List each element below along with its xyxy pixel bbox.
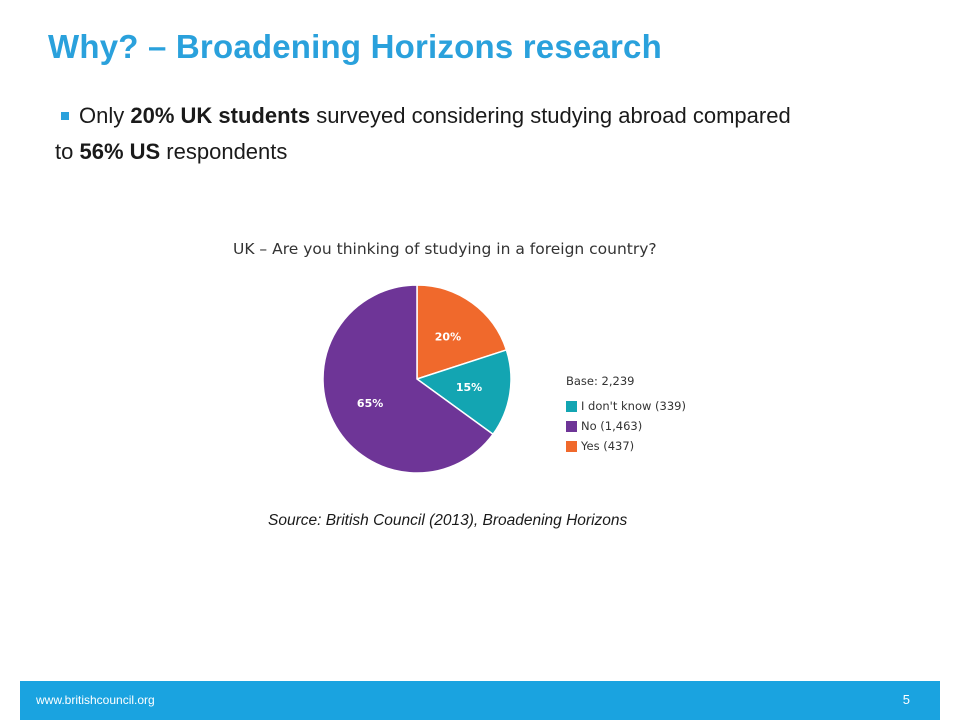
footer-bar: www.britishcouncil.org 5 [20, 681, 940, 720]
slice-value-label: 15% [456, 381, 482, 394]
legend-base: Base: 2,239 [566, 374, 635, 388]
pie-slice-2 [322, 284, 495, 474]
slice-value-label: 65% [357, 397, 383, 410]
bullet-bold-us: 56% US [79, 139, 161, 164]
pie-slice-1 [415, 349, 512, 436]
pie-chart: UK – Are you thinking of studying in a f… [225, 232, 686, 482]
legend-label: I don't know (339) [581, 399, 686, 413]
pie-chart-svg: 20% 15% 65% [322, 284, 512, 474]
pie-slice-0 [416, 284, 508, 381]
legend-swatch [566, 400, 577, 412]
legend-items: I don't know (339) No (1,463) Yes (437) [566, 396, 686, 456]
legend-swatch [566, 440, 577, 452]
footer-url[interactable]: www.britishcouncil.org [36, 693, 155, 707]
bullet-bold-uk: 20% UK students [130, 103, 311, 128]
slide-title: Why? – Broadening Horizons research [48, 28, 662, 65]
legend-item: I don't know (339) [566, 396, 686, 416]
legend-label: Yes (437) [581, 439, 635, 453]
chart-title: UK – Are you thinking of studying in a f… [233, 240, 657, 258]
legend-item: No (1,463) [566, 416, 686, 436]
source-citation: Source: British Council (2013), Broadeni… [268, 512, 628, 529]
legend-label: No (1,463) [581, 419, 643, 433]
bullet-text-3: respondents [160, 139, 288, 164]
bullet-text-2: surveyed considering studying abroad com… [55, 103, 791, 164]
legend-swatch [566, 420, 577, 432]
bullet-point: Only 20% UK students surveyed considerin… [55, 98, 815, 170]
slice-value-label: 20% [435, 330, 461, 343]
square-bullet-icon [61, 111, 69, 120]
bullet-text-1: Only [79, 103, 131, 128]
page-number: 5 [902, 692, 910, 707]
legend-item: Yes (437) [566, 436, 686, 456]
chart-legend: Base: 2,239 I don't know (339) No (1,463)… [566, 374, 686, 456]
